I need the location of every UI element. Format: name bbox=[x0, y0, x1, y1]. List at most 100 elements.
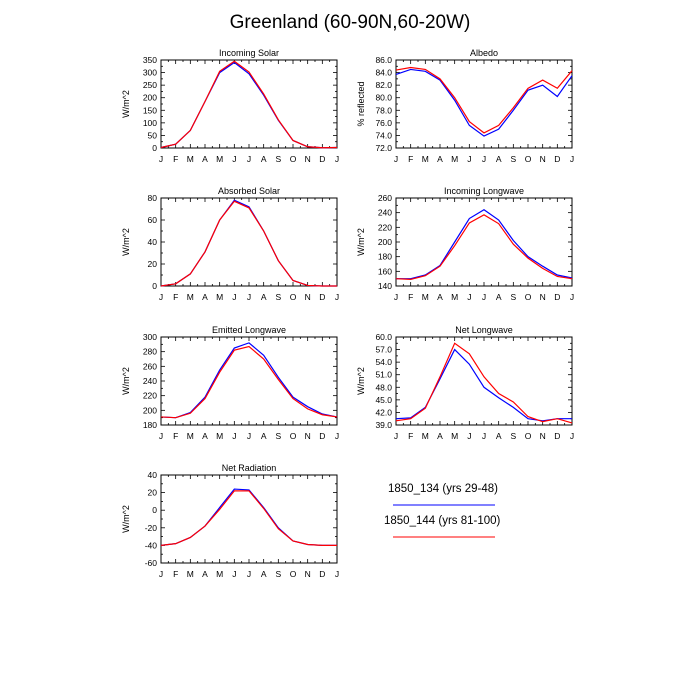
incoming-solar-x-tick-label: J bbox=[335, 154, 339, 164]
incoming-solar-y-tick-label: 50 bbox=[148, 130, 158, 140]
albedo-x-tick-label: F bbox=[408, 154, 413, 164]
albedo-title: Albedo bbox=[470, 48, 498, 58]
incoming-solar-y-tick-label: 150 bbox=[143, 105, 157, 115]
emitted-longwave-x-tick-label: N bbox=[305, 431, 311, 441]
absorbed-solar-x-tick-label: J bbox=[247, 292, 251, 302]
net-radiation-x-tick-label: N bbox=[305, 569, 311, 579]
absorbed-solar-x-tick-label: A bbox=[261, 292, 267, 302]
incoming-solar-y-label: W/m^2 bbox=[121, 90, 131, 118]
absorbed-solar-x-tick-label: F bbox=[173, 292, 178, 302]
albedo-x-tick-label: S bbox=[510, 154, 516, 164]
absorbed-solar-series-line-1 bbox=[160, 199, 337, 287]
albedo-x-tick-label: J bbox=[570, 154, 574, 164]
incoming-longwave-x-tick-label: A bbox=[437, 292, 443, 302]
net-radiation-y-label: W/m^2 bbox=[121, 505, 131, 533]
albedo-series-line-2 bbox=[395, 66, 573, 134]
net-longwave-x-tick-label: N bbox=[540, 431, 546, 441]
emitted-longwave-y-tick-label: 280 bbox=[143, 347, 157, 357]
emitted-longwave-title: Emitted Longwave bbox=[212, 325, 286, 335]
net-longwave-x-tick-label: J bbox=[467, 431, 471, 441]
incoming-solar-series-line-1 bbox=[160, 61, 338, 149]
albedo-y-tick-label: 84.0 bbox=[375, 68, 392, 78]
net-longwave-y-tick-label: 48.0 bbox=[375, 382, 392, 392]
emitted-longwave-x-tick-label: J bbox=[232, 431, 236, 441]
legend-label-2: 1850_144 (yrs 81-100) bbox=[384, 515, 501, 527]
absorbed-solar-x-tick-label: J bbox=[159, 292, 163, 302]
net-longwave-y-label: W/m^2 bbox=[356, 367, 366, 395]
albedo-x-tick-label: M bbox=[451, 154, 458, 164]
albedo-series-line-1 bbox=[395, 68, 573, 137]
net-radiation-x-tick-label: A bbox=[261, 569, 267, 579]
net-longwave-y-tick-label: 42.0 bbox=[375, 407, 392, 417]
albedo-y-tick-label: 74.0 bbox=[375, 130, 392, 140]
net-radiation-y-tick-label: -20 bbox=[145, 523, 158, 533]
incoming-longwave-series-line-1 bbox=[396, 209, 573, 280]
albedo-x-tick-label: N bbox=[540, 154, 546, 164]
albedo-frame bbox=[395, 59, 573, 149]
albedo-y-tick-label: 78.0 bbox=[375, 105, 392, 115]
albedo-y-tick-label: 82.0 bbox=[375, 80, 392, 90]
net-radiation-x-tick-label: S bbox=[275, 569, 281, 579]
absorbed-solar-y-tick-label: 20 bbox=[148, 259, 158, 269]
incoming-longwave-y-tick-label: 160 bbox=[378, 266, 392, 276]
incoming-solar-y-tick-label: 300 bbox=[143, 68, 157, 78]
albedo-x-tick-label: O bbox=[525, 154, 532, 164]
incoming-longwave-y-tick-label: 240 bbox=[378, 208, 392, 218]
net-radiation-x-tick-label: M bbox=[187, 569, 194, 579]
emitted-longwave-x-tick-label: F bbox=[173, 431, 178, 441]
incoming-solar-x-tick-label: M bbox=[187, 154, 194, 164]
albedo-x-tick-label: M bbox=[422, 154, 429, 164]
emitted-longwave-series-line-1 bbox=[160, 342, 338, 419]
incoming-longwave-x-tick-label: J bbox=[467, 292, 471, 302]
net-radiation-x-tick-label: J bbox=[335, 569, 339, 579]
incoming-solar-x-tick-label: A bbox=[261, 154, 267, 164]
emitted-longwave-y-label: W/m^2 bbox=[121, 367, 131, 395]
incoming-longwave-x-tick-label: J bbox=[394, 292, 398, 302]
incoming-longwave-title: Incoming Longwave bbox=[444, 186, 524, 196]
emitted-longwave-y-tick-label: 240 bbox=[143, 376, 157, 386]
incoming-longwave-series-line-2 bbox=[395, 214, 573, 281]
absorbed-solar-y-tick-label: 80 bbox=[148, 193, 158, 203]
emitted-longwave-x-tick-label: J bbox=[247, 431, 251, 441]
emitted-longwave-x-tick-label: J bbox=[159, 431, 163, 441]
incoming-longwave-frame bbox=[395, 197, 573, 287]
net-radiation-x-tick-label: M bbox=[216, 569, 223, 579]
absorbed-solar-x-tick-label: D bbox=[319, 292, 325, 302]
albedo-y-tick-label: 76.0 bbox=[375, 118, 392, 128]
net-longwave-y-tick-label: 57.0 bbox=[375, 345, 392, 355]
incoming-longwave-y-tick-label: 180 bbox=[378, 252, 392, 262]
incoming-solar-y-tick-label: 250 bbox=[143, 80, 157, 90]
net-longwave-x-tick-label: O bbox=[525, 431, 532, 441]
net-radiation-y-tick-label: 20 bbox=[148, 488, 158, 498]
incoming-solar-y-tick-label: 350 bbox=[143, 55, 157, 65]
emitted-longwave-x-tick-label: J bbox=[335, 431, 339, 441]
incoming-solar-x-tick-label: F bbox=[173, 154, 178, 164]
net-radiation-frame bbox=[160, 474, 338, 564]
emitted-longwave-x-tick-label: D bbox=[319, 431, 325, 441]
absorbed-solar-x-tick-label: O bbox=[290, 292, 297, 302]
incoming-solar-x-tick-label: S bbox=[275, 154, 281, 164]
incoming-longwave-y-label: W/m^2 bbox=[356, 228, 366, 256]
albedo-x-tick-label: A bbox=[496, 154, 502, 164]
albedo-y-tick-label: 86.0 bbox=[375, 55, 392, 65]
albedo-x-tick-label: J bbox=[467, 154, 471, 164]
net-radiation-y-tick-label: -60 bbox=[145, 558, 158, 568]
absorbed-solar-series-line-2 bbox=[160, 200, 337, 287]
absorbed-solar-title: Absorbed Solar bbox=[218, 186, 280, 196]
net-radiation-series-line-2 bbox=[160, 490, 337, 547]
net-longwave-x-tick-label: M bbox=[422, 431, 429, 441]
emitted-longwave-frame bbox=[160, 336, 338, 426]
incoming-longwave-x-tick-label: M bbox=[422, 292, 429, 302]
incoming-solar-x-tick-label: N bbox=[305, 154, 311, 164]
emitted-longwave-y-tick-label: 180 bbox=[143, 420, 157, 430]
absorbed-solar-x-tick-label: S bbox=[275, 292, 281, 302]
incoming-solar-x-tick-label: M bbox=[216, 154, 223, 164]
emitted-longwave-y-tick-label: 260 bbox=[143, 361, 157, 371]
albedo-y-label: % reflected bbox=[356, 81, 366, 126]
incoming-longwave-x-tick-label: F bbox=[408, 292, 413, 302]
net-radiation-x-tick-label: D bbox=[319, 569, 325, 579]
